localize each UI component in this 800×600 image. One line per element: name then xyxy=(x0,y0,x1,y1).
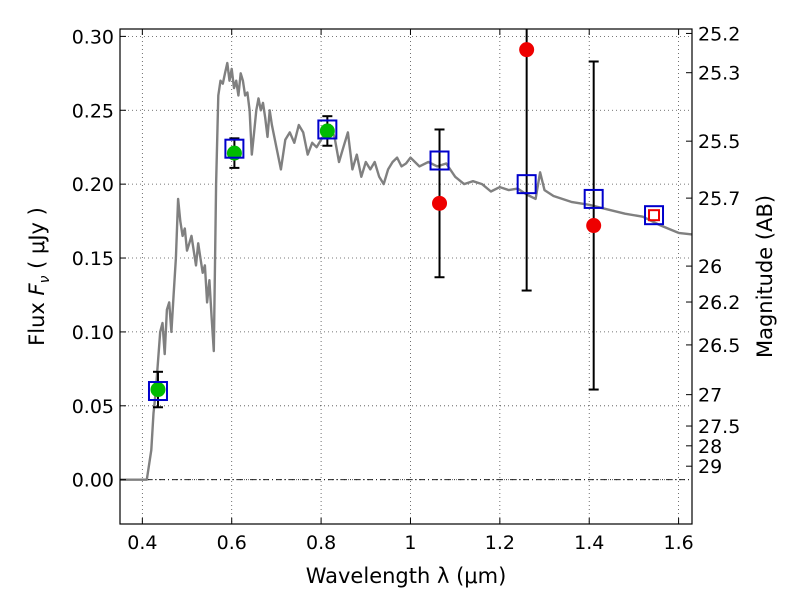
upper-limit-point xyxy=(432,195,448,211)
y-tick-label: 0.25 xyxy=(72,100,114,122)
magnitude-tick-label: 26 xyxy=(698,256,722,278)
red-square-point xyxy=(648,209,661,222)
model-photometry-square xyxy=(516,174,537,195)
y-tick-label: 0.30 xyxy=(72,26,114,48)
model-photometry-square xyxy=(429,150,450,171)
model-photometry-square xyxy=(583,188,604,209)
y-axis-title: Flux Fν ( μJy ) xyxy=(25,207,53,346)
x-tick-label: 0.6 xyxy=(217,532,247,554)
magnitude-axis-title: Magnitude (AB) xyxy=(753,195,777,358)
magnitude-tick-label: 29 xyxy=(698,456,722,478)
y-axis-title-symbol: F xyxy=(25,283,49,296)
magnitude-tick-label: 26.2 xyxy=(698,292,740,314)
magnitude-tick-label: 25.3 xyxy=(698,63,740,85)
model-photometry-square xyxy=(224,138,245,159)
y-tick-label: 0.10 xyxy=(72,322,114,344)
plot-frame xyxy=(119,28,693,525)
magnitude-tick-label: 27 xyxy=(698,385,722,407)
magnitude-tick-label: 28 xyxy=(698,436,722,458)
y-tick-label: 0.20 xyxy=(72,174,114,196)
magnitude-tick-label: 25.5 xyxy=(698,131,740,153)
upper-limit-point xyxy=(519,42,535,58)
x-axis-title: Wavelength λ (μm) xyxy=(306,564,507,588)
x-tick-label: 1.6 xyxy=(663,532,693,554)
axes: 0.4 0.6 0.8 1 1.2 1.4 1.6 0.00 0.05 0.10 0.15 0.20 0… xyxy=(72,23,741,554)
photometry-marks xyxy=(147,29,665,409)
y-axis-title-subscript: ν xyxy=(37,275,53,283)
y-tick-label: 0.00 xyxy=(72,470,114,492)
magnitude-tick-label: 26.5 xyxy=(698,335,740,357)
y-tick-label: 0.15 xyxy=(72,248,114,270)
y-tick-label: 0.05 xyxy=(72,396,114,418)
model-spectrum-line xyxy=(120,61,693,481)
magnitude-tick-label: 27.5 xyxy=(698,416,740,438)
x-tick-label: 1 xyxy=(404,532,416,554)
y-axis-title-prefix: Flux xyxy=(25,296,49,346)
detection-point xyxy=(319,123,335,139)
x-tick-label: 1.2 xyxy=(485,532,515,554)
x-tick-label: 0.8 xyxy=(306,532,336,554)
magnitude-tick-label: 25.7 xyxy=(698,188,740,210)
y-axis-title-suffix: ( μJy ) xyxy=(25,207,49,275)
model-photometry-square xyxy=(147,381,168,402)
upper-limit-point xyxy=(586,218,602,234)
x-tick-label: 1.4 xyxy=(574,532,604,554)
x-tick-label: 0.4 xyxy=(127,532,157,554)
magnitude-tick-label: 25.2 xyxy=(698,23,740,45)
model-photometry-square xyxy=(317,119,338,140)
gridlines xyxy=(120,29,692,524)
model-photometry-square xyxy=(644,205,665,226)
detection-point xyxy=(150,382,166,398)
